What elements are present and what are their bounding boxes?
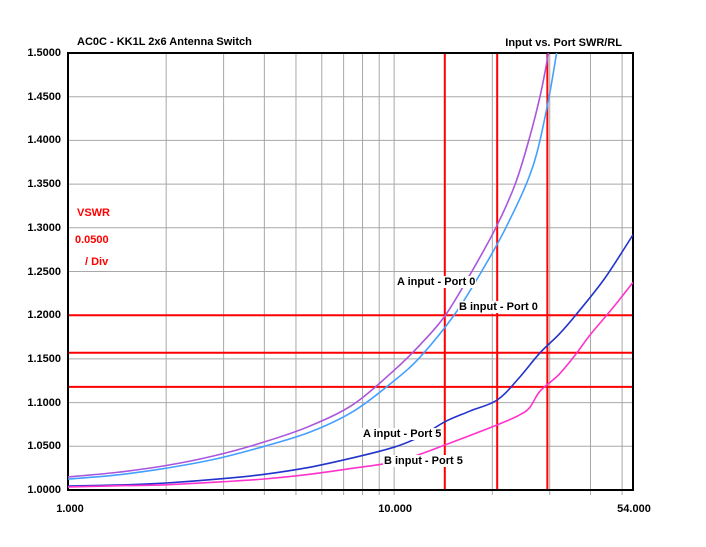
y-axis-division-value: 0.0500 [75, 234, 109, 246]
y-axis-tick-label: 1.2000 [27, 309, 61, 322]
y-axis-tick-label: 1.4000 [27, 134, 61, 147]
y-axis-unit-label: VSWR [77, 207, 110, 219]
y-axis-tick-label: 1.0000 [27, 484, 61, 496]
y-axis-tick-label: 1.3000 [27, 221, 61, 234]
series-curve-2 [68, 53, 558, 480]
x-axis-tick-label: 10.000 [378, 503, 412, 515]
x-axis-tick-label: 54.000 [617, 503, 651, 515]
series-curve-1 [68, 53, 550, 478]
curve-label-3: A input - Port 5 [362, 428, 443, 440]
chart-subtitle: Input vs. Port SWR/RL [505, 37, 622, 49]
chart-title: AC0C - KK1L 2x6 Antenna Switch [77, 36, 252, 48]
y-axis-tick-label: 1.3500 [27, 178, 61, 191]
curve-label-2: B input - Port 0 [458, 301, 539, 313]
y-axis-tick-label: 1.2500 [27, 265, 61, 278]
plot-border [67, 52, 634, 491]
y-axis-tick-label: 1.0500 [27, 440, 61, 453]
series-curve-4 [68, 281, 633, 488]
x-axis-tick-label: 1.000 [56, 503, 84, 515]
y-axis-tick-label: 1.5000 [27, 47, 61, 59]
y-axis-tick-label: 1.1000 [27, 396, 61, 409]
y-axis-division-label: / Div [85, 256, 109, 268]
curve-label-4: B input - Port 5 [383, 455, 464, 467]
y-axis-tick-label: 1.1500 [27, 352, 61, 365]
curve-label-1: A input - Port 0 [396, 276, 477, 288]
y-axis-tick-label: 1.4500 [27, 90, 61, 103]
